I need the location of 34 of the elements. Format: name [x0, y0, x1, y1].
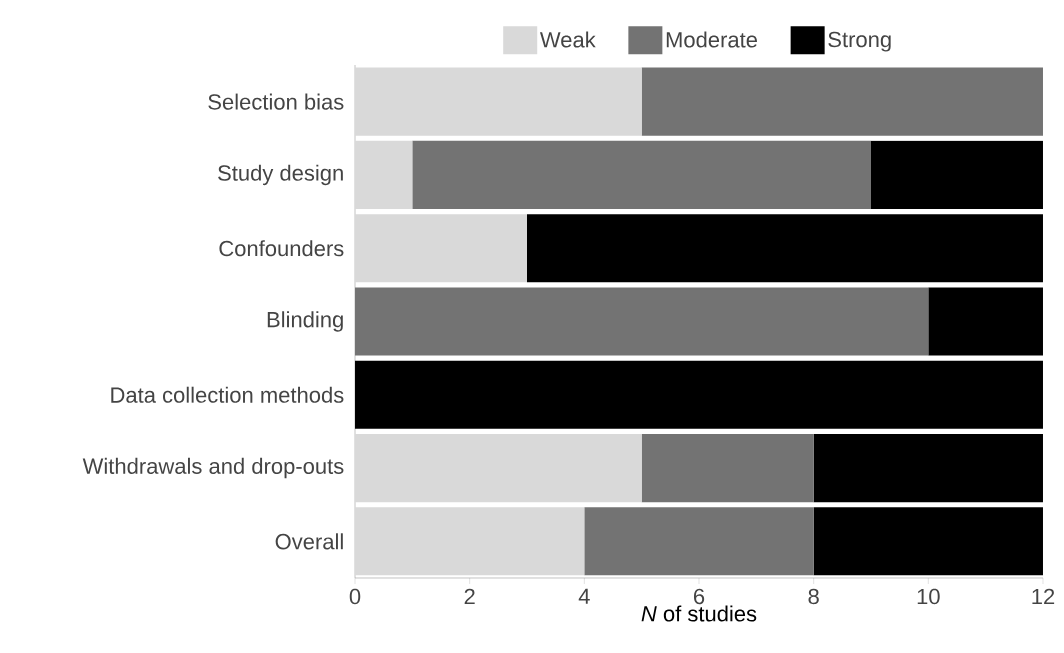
x-tick-label: 12 [1032, 588, 1055, 605]
y-tick-label: Blinding [267, 311, 343, 332]
x-tick-label: 2 [464, 588, 475, 605]
legend-label: Weak [539, 31, 596, 48]
bar [355, 287, 929, 356]
bar [527, 214, 1043, 283]
bar [584, 507, 814, 576]
legend-label: Strong [828, 31, 891, 52]
x-axis-title: N of studies [641, 605, 757, 622]
y-tick-label: Study design [218, 164, 343, 186]
x-tick-label: 0 [349, 588, 361, 605]
bar [813, 507, 1043, 576]
bar [355, 214, 527, 283]
x-tick-label: 10 [917, 588, 940, 605]
bar [355, 507, 585, 576]
bar [813, 433, 1043, 503]
bar [355, 67, 642, 136]
legend-label: Moderate [666, 31, 757, 48]
y-tick-label: Withdrawals and drop-outs [82, 457, 344, 479]
y-tick-label: Confounders [219, 240, 344, 257]
bar [928, 287, 1043, 356]
bar [641, 433, 814, 503]
x-tick-label: 6 [693, 588, 705, 605]
bar [355, 433, 642, 503]
y-tick-label: Overall [275, 533, 343, 550]
x-tick-label: 4 [578, 588, 590, 604]
y-tick-label: Data collection methods [111, 386, 344, 403]
bar [412, 140, 871, 210]
bar [871, 140, 1043, 210]
bar [355, 360, 1043, 429]
bar [355, 140, 413, 210]
x-tick-label: 8 [808, 588, 819, 605]
y-tick-label: Selection bias [208, 93, 344, 110]
bar [641, 67, 1043, 136]
